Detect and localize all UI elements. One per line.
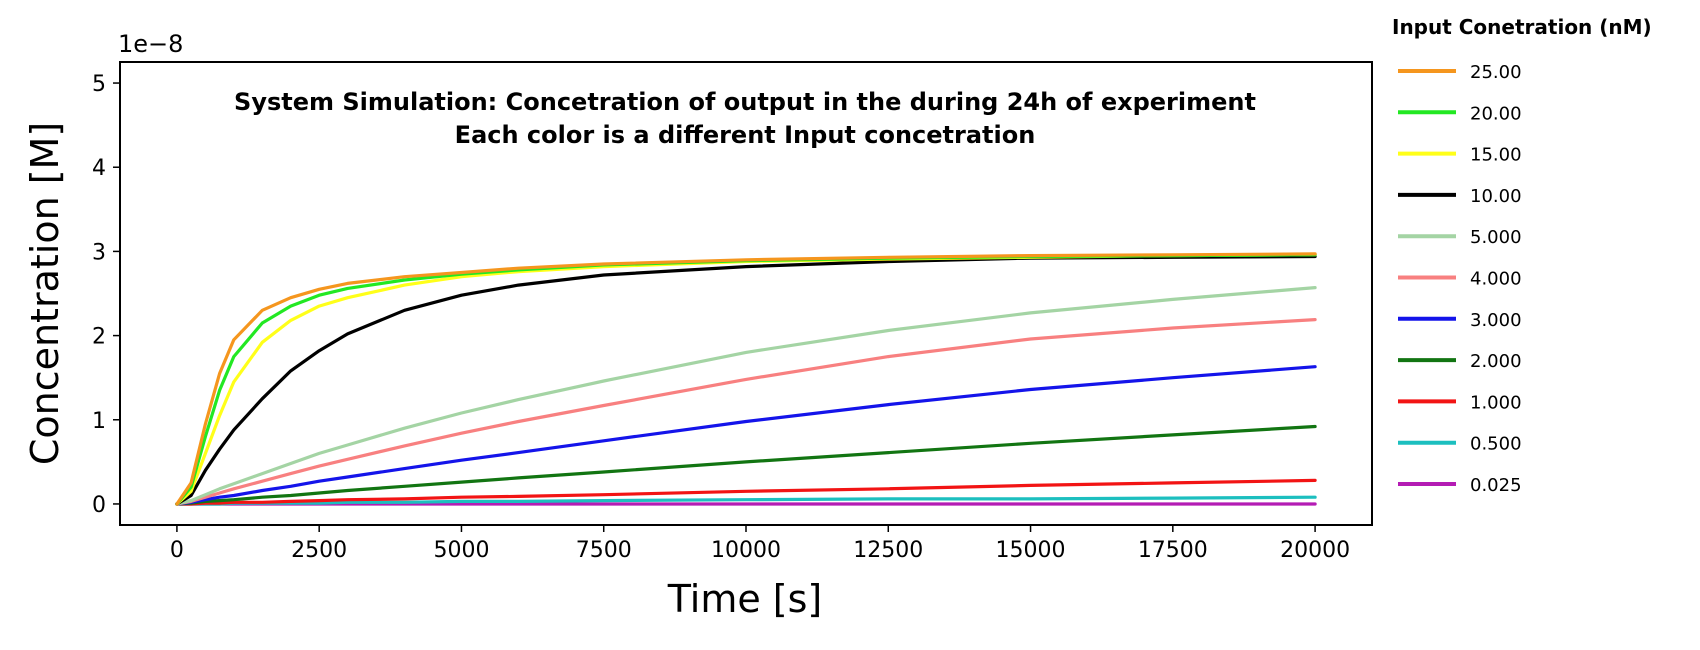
x-tick-label: 15000 — [996, 538, 1066, 563]
series-line-1-000 — [175, 478, 1317, 506]
x-tick-label: 17500 — [1138, 538, 1208, 563]
legend-item: 25.00 — [1398, 62, 1522, 83]
series-line-5-000 — [175, 286, 1317, 506]
series-line-4-000 — [175, 318, 1317, 506]
series-line-3-000 — [175, 365, 1317, 506]
y-tick-label: 1 — [92, 409, 106, 434]
x-tick-label: 0 — [170, 538, 184, 563]
legend-item: 4.000 — [1398, 269, 1522, 290]
y-tick-label: 5 — [92, 72, 106, 97]
x-tick-label: 7500 — [576, 538, 632, 563]
x-tick-label: 10000 — [711, 538, 781, 563]
chart-title: System Simulation: Concetration of outpu… — [234, 88, 1256, 116]
legend-title: Input Conetration (nM) — [1392, 15, 1652, 39]
legend-label: 15.00 — [1470, 145, 1522, 166]
legend-label: 10.00 — [1470, 186, 1522, 207]
legend-item: 15.00 — [1398, 145, 1522, 166]
y-tick-label: 4 — [92, 156, 106, 181]
legend-label: 5.000 — [1470, 227, 1522, 248]
legend-label: 2.000 — [1470, 351, 1522, 372]
legend-item: 3.000 — [1398, 310, 1522, 331]
series-line-25-00 — [175, 252, 1317, 506]
x-tick-label: 20000 — [1280, 538, 1350, 563]
series-line-2-000 — [175, 424, 1317, 506]
series-layer — [175, 252, 1317, 506]
legend-item: 2.000 — [1398, 351, 1522, 372]
legend-item: 0.500 — [1398, 434, 1522, 455]
legend-item: 0.025 — [1398, 475, 1522, 496]
legend-label: 0.025 — [1470, 475, 1522, 496]
plot-area — [119, 61, 1373, 526]
legend-label: 4.000 — [1470, 269, 1522, 290]
legend-item: 1.000 — [1398, 392, 1522, 413]
x-tick-label: 12500 — [853, 538, 923, 563]
x-tick-label: 5000 — [433, 538, 489, 563]
legend-item: 10.00 — [1398, 186, 1522, 207]
legend-label: 3.000 — [1470, 310, 1522, 331]
legend: Input Conetration (nM) 25.00 20.00 15.00 10… — [1392, 15, 1652, 496]
y-axis-label: Concentration [M] — [23, 122, 67, 465]
x-axis-label: Time [s] — [667, 577, 823, 621]
chart-subtitle: Each color is a different Input concetra… — [455, 121, 1036, 149]
x-tick-label: 2500 — [291, 538, 347, 563]
y-tick-label: 0 — [92, 493, 106, 518]
legend-label: 20.00 — [1470, 103, 1522, 124]
legend-item: 20.00 — [1398, 103, 1522, 124]
legend-items: 25.00 20.00 15.00 10.00 5.000 4.000 3.000 2.000… — [1398, 62, 1522, 496]
legend-item: 5.000 — [1398, 227, 1522, 248]
legend-label: 1.000 — [1470, 392, 1522, 413]
legend-label: 25.00 — [1470, 62, 1522, 83]
y-tick-label: 2 — [92, 325, 106, 350]
y-axis-multiplier: 1e−8 — [118, 30, 183, 58]
y-axis: 0 1 2 3 4 5 — [92, 72, 120, 518]
legend-label: 0.500 — [1470, 434, 1522, 455]
x-axis: 0 2500 5000 7500 10000 12500 15000 17500 20000 — [170, 525, 1350, 563]
series-line-10-00 — [175, 254, 1317, 506]
y-tick-label: 3 — [92, 240, 106, 265]
